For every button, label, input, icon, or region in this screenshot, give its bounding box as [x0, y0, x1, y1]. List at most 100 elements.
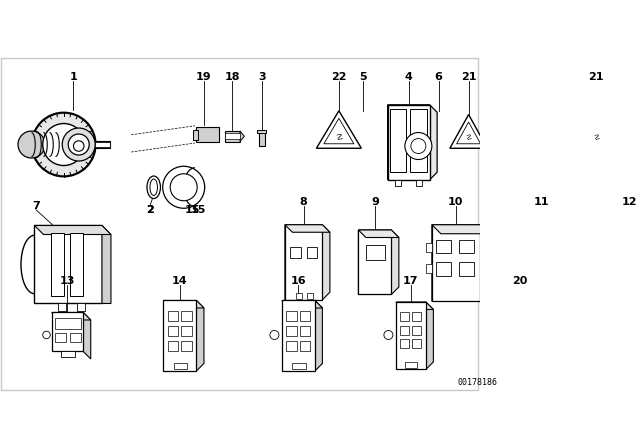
Ellipse shape	[150, 179, 157, 195]
Bar	[390, 108, 406, 172]
Text: 11: 11	[534, 197, 549, 207]
Polygon shape	[83, 312, 91, 359]
Polygon shape	[396, 302, 433, 310]
Circle shape	[18, 131, 45, 158]
Bar	[77, 303, 84, 311]
Text: 15: 15	[185, 205, 200, 215]
Ellipse shape	[147, 176, 161, 198]
Bar	[56, 333, 66, 342]
Bar	[535, 148, 547, 160]
Circle shape	[43, 331, 50, 339]
Circle shape	[68, 134, 89, 155]
Polygon shape	[517, 105, 558, 112]
Polygon shape	[534, 303, 542, 368]
Text: 17: 17	[403, 276, 419, 286]
Text: 12: 12	[622, 197, 637, 207]
Bar	[520, 148, 532, 160]
Text: 20: 20	[512, 276, 527, 286]
Bar	[70, 333, 81, 342]
Bar	[300, 341, 310, 352]
Polygon shape	[426, 302, 433, 370]
Polygon shape	[240, 131, 244, 142]
Polygon shape	[52, 312, 91, 320]
Text: 21: 21	[588, 72, 604, 82]
Polygon shape	[584, 122, 608, 144]
Bar	[499, 322, 504, 329]
Bar	[168, 326, 179, 336]
Text: 15: 15	[191, 205, 206, 215]
Text: 3: 3	[258, 72, 266, 82]
Bar	[426, 244, 432, 253]
Bar	[58, 303, 66, 311]
Bar	[525, 227, 558, 297]
Bar	[529, 241, 540, 251]
Bar	[426, 264, 432, 273]
Bar	[95, 141, 110, 148]
Polygon shape	[432, 225, 489, 301]
Polygon shape	[358, 230, 399, 237]
Bar	[543, 263, 554, 273]
Bar	[504, 303, 534, 368]
Bar	[52, 312, 83, 352]
Bar	[412, 312, 421, 322]
Bar	[196, 127, 219, 142]
Polygon shape	[577, 115, 615, 148]
Bar	[300, 326, 310, 336]
Bar	[395, 180, 401, 186]
Bar	[174, 363, 188, 370]
Polygon shape	[315, 301, 323, 371]
Text: ☡: ☡	[335, 133, 342, 142]
Bar	[631, 263, 640, 272]
Polygon shape	[456, 122, 481, 144]
Circle shape	[170, 174, 197, 201]
Text: 18: 18	[225, 72, 240, 82]
Bar	[225, 131, 240, 142]
Bar	[620, 242, 628, 251]
Bar	[366, 245, 385, 260]
Text: 8: 8	[300, 197, 308, 207]
Circle shape	[411, 138, 426, 154]
Bar	[401, 340, 410, 349]
Polygon shape	[102, 225, 111, 303]
Polygon shape	[324, 118, 354, 144]
Bar	[163, 301, 196, 371]
Polygon shape	[35, 225, 111, 234]
Bar	[225, 133, 240, 139]
Bar	[615, 228, 640, 296]
Bar	[61, 352, 75, 358]
Bar	[388, 105, 429, 180]
Bar	[416, 180, 422, 186]
Bar	[287, 326, 297, 336]
Bar	[296, 293, 302, 299]
Circle shape	[384, 331, 393, 340]
Text: 10: 10	[448, 197, 463, 207]
Bar	[285, 225, 323, 300]
Bar	[405, 362, 417, 368]
Polygon shape	[285, 225, 330, 232]
Bar	[56, 319, 81, 329]
Polygon shape	[285, 225, 330, 300]
Bar	[436, 240, 451, 253]
Text: 5: 5	[359, 72, 367, 82]
Bar	[410, 108, 427, 172]
Bar	[509, 314, 532, 347]
Bar	[529, 263, 540, 273]
Bar	[436, 262, 451, 276]
Polygon shape	[432, 225, 489, 234]
Text: 00178186: 00178186	[458, 378, 497, 387]
Bar	[412, 340, 421, 349]
Bar	[70, 233, 83, 296]
Text: 13: 13	[60, 276, 75, 286]
Bar	[182, 341, 192, 352]
Bar	[182, 326, 192, 336]
Circle shape	[270, 331, 279, 340]
Circle shape	[405, 133, 432, 159]
Bar	[401, 312, 410, 322]
Polygon shape	[615, 228, 640, 296]
Polygon shape	[358, 230, 399, 294]
Bar	[300, 311, 310, 322]
Text: 2: 2	[146, 205, 154, 215]
Bar	[631, 242, 640, 251]
Circle shape	[163, 166, 205, 208]
Text: ☡: ☡	[465, 136, 472, 142]
